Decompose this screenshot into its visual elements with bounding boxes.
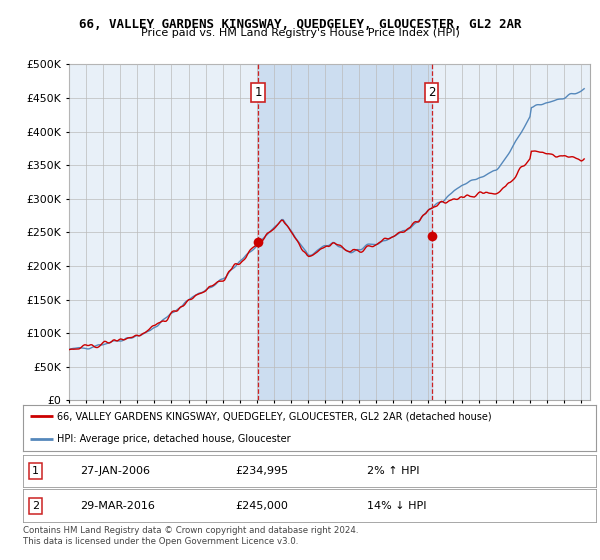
Text: 29-MAR-2016: 29-MAR-2016: [80, 501, 155, 511]
Text: £245,000: £245,000: [235, 501, 287, 511]
Text: 66, VALLEY GARDENS KINGSWAY, QUEDGELEY, GLOUCESTER, GL2 2AR: 66, VALLEY GARDENS KINGSWAY, QUEDGELEY, …: [79, 18, 521, 31]
Text: 1: 1: [32, 466, 39, 476]
Text: 2: 2: [428, 86, 436, 99]
Text: Price paid vs. HM Land Registry's House Price Index (HPI): Price paid vs. HM Land Registry's House …: [140, 28, 460, 38]
Text: 66, VALLEY GARDENS KINGSWAY, QUEDGELEY, GLOUCESTER, GL2 2AR (detached house): 66, VALLEY GARDENS KINGSWAY, QUEDGELEY, …: [57, 412, 492, 421]
Bar: [258, 64, 431, 400]
Text: 1: 1: [254, 86, 262, 99]
Text: HPI: Average price, detached house, Gloucester: HPI: Average price, detached house, Glou…: [57, 435, 291, 444]
Text: 14% ↓ HPI: 14% ↓ HPI: [367, 501, 426, 511]
Text: 2% ↑ HPI: 2% ↑ HPI: [367, 466, 419, 476]
Text: Contains HM Land Registry data © Crown copyright and database right 2024.
This d: Contains HM Land Registry data © Crown c…: [23, 526, 358, 546]
Text: 2: 2: [32, 501, 39, 511]
Text: 27-JAN-2006: 27-JAN-2006: [80, 466, 150, 476]
Text: £234,995: £234,995: [235, 466, 288, 476]
